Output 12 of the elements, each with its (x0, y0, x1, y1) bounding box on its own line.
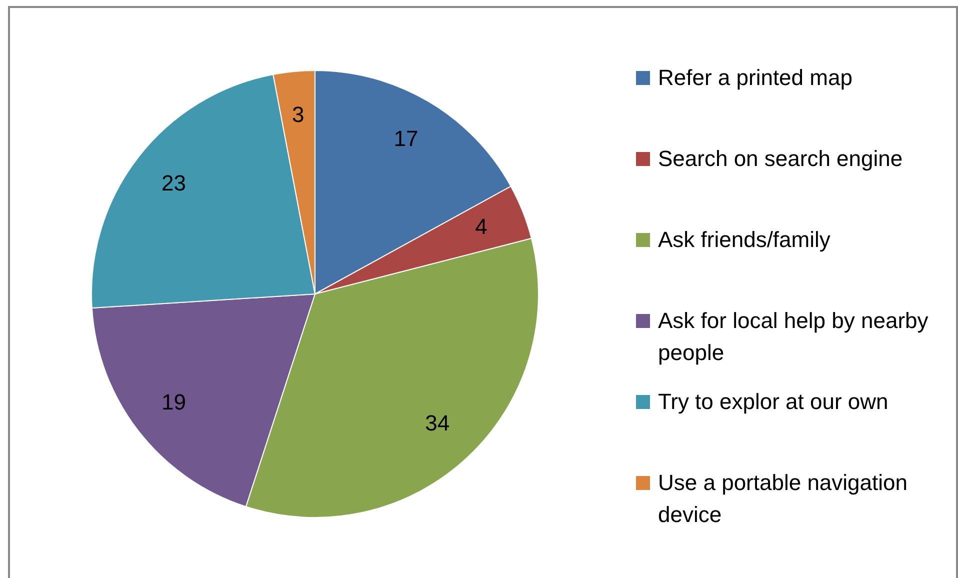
data-label: 4 (475, 214, 488, 240)
data-label: 34 (425, 410, 450, 436)
legend-label: Refer a printed map (658, 64, 852, 92)
data-label: 3 (292, 102, 304, 128)
legend-label: Use a portable navigation device (658, 469, 908, 529)
legend-label: Ask for local help by nearby people (658, 307, 930, 367)
legend-label: Try to explor at our own (658, 388, 888, 416)
data-label: 19 (161, 390, 186, 415)
legend-label: Search on search engine (658, 145, 903, 173)
data-label: 23 (161, 170, 186, 196)
data-label: 17 (394, 126, 418, 152)
legend-label: Ask friends/family (658, 226, 830, 254)
